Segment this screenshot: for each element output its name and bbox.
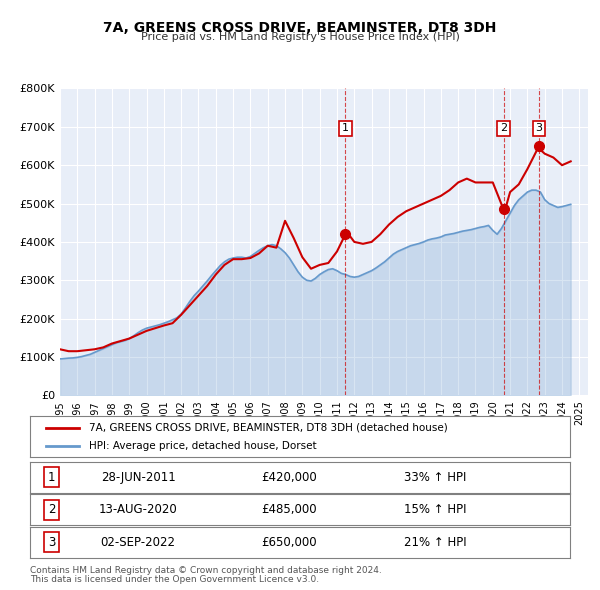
Text: 2: 2 [500, 123, 507, 133]
Text: Price paid vs. HM Land Registry's House Price Index (HPI): Price paid vs. HM Land Registry's House … [140, 32, 460, 42]
Text: 7A, GREENS CROSS DRIVE, BEAMINSTER, DT8 3DH: 7A, GREENS CROSS DRIVE, BEAMINSTER, DT8 … [103, 21, 497, 35]
Text: 3: 3 [48, 536, 55, 549]
Text: £485,000: £485,000 [262, 503, 317, 516]
Text: 33% ↑ HPI: 33% ↑ HPI [404, 471, 466, 484]
Text: 02-SEP-2022: 02-SEP-2022 [101, 536, 176, 549]
Text: HPI: Average price, detached house, Dorset: HPI: Average price, detached house, Dors… [89, 441, 317, 451]
Text: This data is licensed under the Open Government Licence v3.0.: This data is licensed under the Open Gov… [30, 575, 319, 584]
Text: £650,000: £650,000 [262, 536, 317, 549]
Text: 1: 1 [48, 471, 55, 484]
Text: 15% ↑ HPI: 15% ↑ HPI [404, 503, 466, 516]
Text: 3: 3 [536, 123, 542, 133]
Text: 13-AUG-2020: 13-AUG-2020 [98, 503, 178, 516]
Text: Contains HM Land Registry data © Crown copyright and database right 2024.: Contains HM Land Registry data © Crown c… [30, 566, 382, 575]
Text: 7A, GREENS CROSS DRIVE, BEAMINSTER, DT8 3DH (detached house): 7A, GREENS CROSS DRIVE, BEAMINSTER, DT8 … [89, 422, 448, 432]
Text: £420,000: £420,000 [262, 471, 317, 484]
Text: 21% ↑ HPI: 21% ↑ HPI [404, 536, 466, 549]
Text: 1: 1 [342, 123, 349, 133]
Text: 28-JUN-2011: 28-JUN-2011 [101, 471, 175, 484]
Text: 2: 2 [48, 503, 55, 516]
